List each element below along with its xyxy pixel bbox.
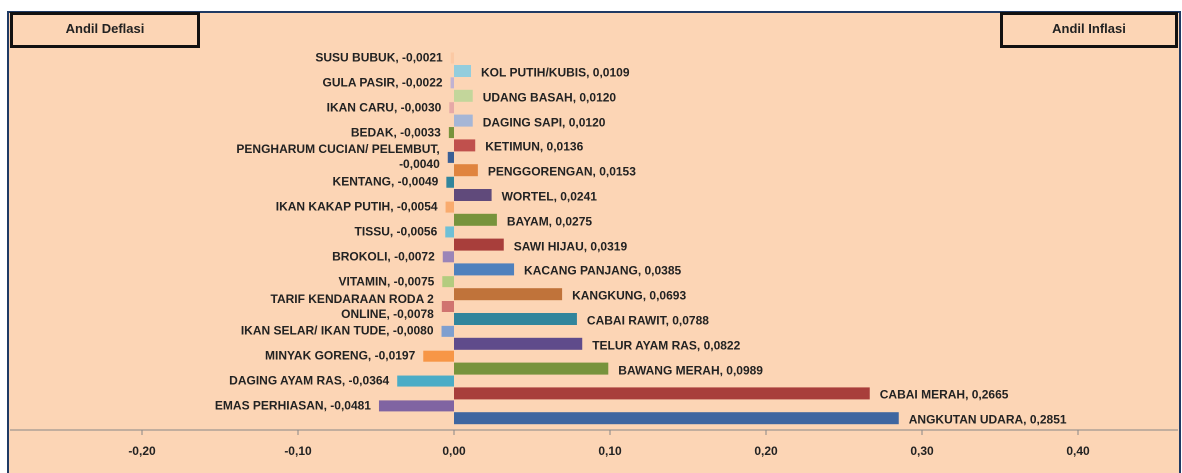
bar — [378, 400, 454, 412]
data-label: ANGKUTAN UDARA, 0,2851 — [908, 412, 1067, 427]
bar — [450, 77, 454, 89]
bar — [397, 375, 454, 387]
legend-inflasi: Andil Inflasi — [1000, 12, 1178, 48]
bar — [423, 350, 454, 362]
data-label: UDANG BASAH, 0,0120 — [482, 90, 617, 105]
data-label: KENTANG, -0,0049 — [332, 174, 439, 189]
data-label: TARIF KENDARAAN RODA 2 ONLINE, -0,0078 — [270, 291, 434, 321]
data-label: IKAN KAKAP PUTIH, -0,0054 — [275, 199, 438, 214]
data-label: EMAS PERHIASAN, -0,0481 — [214, 398, 371, 413]
data-label: BEDAK, -0,0033 — [350, 125, 441, 140]
data-label: BAYAM, 0,0275 — [506, 214, 593, 229]
data-label: TELUR AYAM RAS, 0,0822 — [592, 338, 741, 353]
x-tick-label: -0,20 — [128, 444, 156, 458]
x-tick-label: -0,10 — [284, 444, 312, 458]
data-label: MINYAK GORENG, -0,0197 — [265, 348, 416, 363]
bar — [454, 164, 478, 177]
data-label: KOL PUTIH/KUBIS, 0,0109 — [481, 65, 630, 80]
data-label: KACANG PANJANG, 0,0385 — [524, 263, 682, 278]
x-tick-label: 0,00 — [442, 444, 466, 458]
bar — [454, 238, 504, 251]
data-label: BAWANG MERAH, 0,0989 — [618, 363, 763, 378]
data-label: SAWI HIJAU, 0,0319 — [513, 239, 628, 254]
bar — [450, 52, 454, 64]
data-label: IKAN CARU, -0,0030 — [326, 100, 442, 115]
legend-deflasi: Andil Deflasi — [10, 12, 200, 48]
data-label: WORTEL, 0,0241 — [501, 189, 597, 204]
x-tick-label: 0,20 — [754, 444, 778, 458]
bar — [441, 325, 454, 337]
data-label: KANGKUNG, 0,0693 — [572, 288, 687, 303]
data-label: SUSU BUBUK, -0,0021 — [315, 50, 443, 65]
data-label: PENGGORENGAN, 0,0153 — [487, 164, 636, 179]
bar — [454, 139, 476, 152]
data-label: CABAI RAWIT, 0,0788 — [586, 313, 709, 328]
bar — [454, 89, 473, 102]
data-label: VITAMIN, -0,0075 — [338, 274, 435, 289]
data-label: TISSU, -0,0056 — [354, 224, 438, 239]
bar — [454, 65, 472, 77]
bar — [454, 263, 515, 276]
bar — [445, 226, 454, 238]
bar — [454, 387, 870, 400]
data-label: BROKOLI, -0,0072 — [332, 249, 435, 264]
bar — [441, 301, 454, 312]
x-tick-label: 0,40 — [1066, 444, 1090, 458]
data-label: CABAI MERAH, 0,2665 — [879, 387, 1009, 402]
data-label: DAGING AYAM RAS, -0,0364 — [229, 373, 390, 388]
bar — [454, 288, 563, 301]
bar — [449, 102, 454, 114]
data-label: IKAN SELAR/ IKAN TUDE, -0,0080 — [240, 323, 434, 338]
bar — [445, 201, 454, 213]
bar — [454, 189, 492, 201]
bar — [454, 114, 473, 127]
bar — [454, 213, 497, 226]
data-label: DAGING SAPI, 0,0120 — [482, 115, 606, 130]
x-tick-label: 0,30 — [910, 444, 934, 458]
bar — [454, 412, 899, 425]
bar — [454, 313, 577, 325]
data-label: GULA PASIR, -0,0022 — [322, 75, 443, 90]
bar — [446, 176, 454, 188]
bar — [442, 276, 454, 288]
bar — [442, 251, 454, 263]
data-label: PENGHARUM CUCIAN/ PELEMBUT, -0,0040 — [236, 142, 440, 172]
bar — [448, 127, 454, 139]
bar — [447, 151, 454, 163]
x-tick-label: 0,10 — [598, 444, 622, 458]
data-label: KETIMUN, 0,0136 — [485, 139, 584, 154]
bar — [454, 362, 609, 375]
bar — [454, 337, 583, 350]
